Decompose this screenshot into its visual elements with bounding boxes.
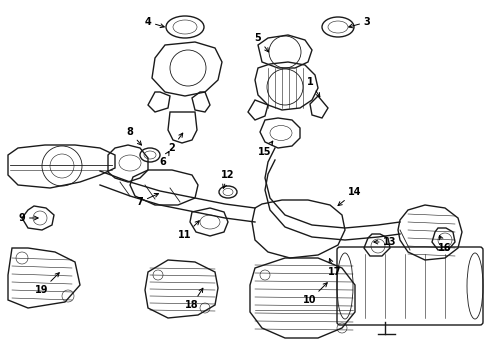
Text: 10: 10: [303, 283, 326, 305]
Text: 15: 15: [258, 141, 272, 157]
Text: 6: 6: [159, 151, 169, 167]
Text: 11: 11: [178, 221, 199, 240]
Text: 3: 3: [348, 17, 369, 28]
Text: 19: 19: [35, 273, 59, 295]
Text: 2: 2: [168, 133, 183, 153]
Text: 4: 4: [144, 17, 164, 28]
Text: 14: 14: [337, 187, 361, 206]
Text: 9: 9: [19, 213, 38, 223]
Text: 17: 17: [327, 258, 341, 277]
Text: 13: 13: [373, 237, 396, 247]
Text: 5: 5: [254, 33, 268, 52]
Text: 12: 12: [221, 170, 234, 188]
Text: 7: 7: [136, 193, 158, 207]
Text: 1: 1: [306, 77, 319, 97]
Text: 8: 8: [126, 127, 141, 145]
Text: 16: 16: [437, 235, 451, 253]
Text: 18: 18: [185, 288, 203, 310]
